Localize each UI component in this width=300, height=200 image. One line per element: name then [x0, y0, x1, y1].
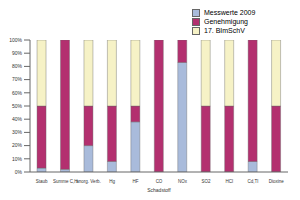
- svg-text:Summe C,H: Summe C,H: [53, 179, 78, 184]
- svg-text:SO2: SO2: [201, 179, 211, 184]
- svg-text:NOx: NOx: [178, 179, 188, 184]
- svg-text:Dioxine: Dioxine: [269, 179, 285, 184]
- svg-text:CO: CO: [156, 179, 163, 184]
- svg-text:Schadstoff: Schadstoff: [147, 187, 171, 192]
- html-text:Genehmigung: Genehmigung: [204, 18, 248, 25]
- svg-text:HCl: HCl: [226, 179, 234, 184]
- svg-text:40%: 40%: [12, 116, 23, 122]
- svg-text:20%: 20%: [12, 142, 23, 148]
- svg-text:HF: HF: [133, 179, 139, 184]
- html-text:17. BImSchV: 17. BImSchV: [204, 27, 245, 34]
- html-text:Messwerte 2009: Messwerte 2009: [204, 9, 256, 16]
- svg-text:90%: 90%: [12, 50, 23, 56]
- svg-text:60%: 60%: [12, 90, 23, 96]
- svg-text:0%: 0%: [15, 169, 23, 175]
- svg-text:Hg: Hg: [109, 179, 115, 184]
- svg-text:30%: 30%: [12, 129, 23, 135]
- svg-text:80%: 80%: [12, 63, 23, 69]
- svg-text:50%: 50%: [12, 103, 23, 109]
- svg-text:70%: 70%: [12, 76, 23, 82]
- svg-text:Staub: Staub: [36, 179, 48, 184]
- svg-text:10%: 10%: [12, 156, 23, 162]
- svg-text:Cd,Tl: Cd,Tl: [247, 179, 258, 184]
- svg-text:anorg. Verb.: anorg. Verb.: [76, 179, 101, 184]
- svg-text:100%: 100%: [9, 37, 22, 43]
